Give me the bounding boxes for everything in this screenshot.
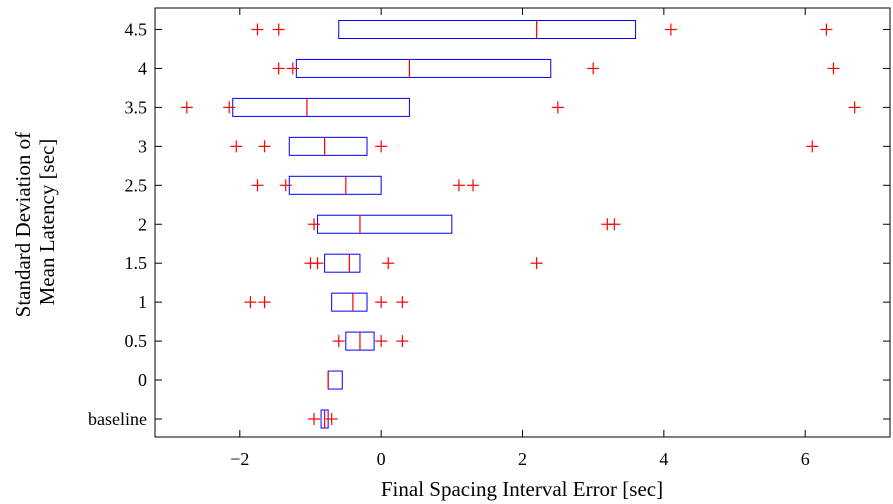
outlier-marker — [223, 101, 236, 114]
outlier-marker — [258, 140, 271, 153]
outlier-marker — [375, 335, 388, 348]
y-tick-label: 3.5 — [125, 97, 148, 117]
box-iqr — [324, 253, 361, 273]
outlier-marker — [806, 140, 819, 153]
y-tick-label: 4.5 — [125, 20, 148, 40]
outlier-marker — [382, 257, 395, 270]
y-tick-label: 2 — [138, 214, 147, 234]
outlier-marker — [279, 179, 292, 192]
outlier-marker — [827, 62, 840, 75]
x-tick-label: 2 — [518, 449, 527, 469]
box-2.5 — [251, 175, 480, 195]
outlier-marker — [230, 140, 243, 153]
box-3 — [230, 136, 819, 156]
y-tick-label: 0.5 — [125, 331, 148, 351]
box-1 — [244, 292, 409, 312]
y-tick-label: 0 — [138, 370, 147, 390]
box-iqr — [338, 20, 637, 39]
plot-frame — [154, 7, 891, 438]
x-axis: −2 0 2 4 6 — [230, 8, 810, 469]
box-iqr — [317, 214, 453, 234]
box-iqr — [327, 370, 343, 390]
outlier-marker — [396, 296, 409, 309]
outlier-marker — [325, 413, 338, 425]
box-baseline — [308, 409, 338, 429]
box-3.5 — [180, 97, 861, 117]
outlier-marker — [251, 179, 264, 192]
x-tick-label: 4 — [659, 449, 668, 469]
outlier-marker — [551, 101, 564, 114]
y-axis-label-line-1: Standard Deviation of — [11, 132, 35, 317]
box-iqr — [288, 175, 382, 195]
y-tick-label: 1.5 — [125, 253, 148, 273]
y-tick-label: 1 — [138, 292, 147, 312]
y-axis-label: Standard Deviation of Mean Latency [sec] — [11, 127, 59, 318]
x-tick-label: 6 — [801, 449, 810, 469]
outlier-marker — [332, 335, 345, 348]
outlier-marker — [180, 101, 193, 114]
outlier-marker — [452, 179, 465, 192]
box-2 — [308, 214, 621, 234]
box-1.5 — [304, 253, 543, 273]
outlier-marker — [308, 218, 321, 231]
outlier-marker — [608, 218, 621, 231]
outlier-marker — [530, 257, 543, 270]
outlier-marker — [258, 296, 271, 309]
y-tick-label: 4 — [138, 58, 147, 78]
outlier-marker — [272, 62, 285, 75]
x-tick-label: 0 — [377, 449, 386, 469]
outlier-marker — [375, 296, 388, 309]
x-axis-label: Final Spacing Interval Error [sec] — [381, 477, 663, 501]
box-series — [180, 20, 861, 429]
x-tick-label: −2 — [230, 449, 249, 469]
box-iqr — [331, 292, 368, 312]
outlier-marker — [308, 413, 321, 425]
outlier-marker — [251, 23, 264, 36]
y-axis-label-line-2: Mean Latency [sec] — [35, 139, 59, 306]
box-0.5 — [332, 331, 409, 351]
box-iqr — [232, 97, 410, 117]
box-4.5 — [251, 20, 833, 39]
outlier-marker — [272, 23, 285, 36]
y-tick-label: 2.5 — [125, 175, 148, 195]
box-iqr — [288, 136, 368, 156]
box-4 — [272, 58, 840, 78]
outlier-marker — [848, 101, 861, 114]
outlier-marker — [664, 23, 677, 36]
outlier-marker — [311, 257, 324, 270]
outlier-marker — [244, 296, 257, 309]
box-iqr — [295, 58, 552, 78]
outlier-marker — [467, 179, 480, 192]
outlier-marker — [820, 23, 833, 36]
outlier-marker — [587, 62, 600, 75]
box-0 — [327, 370, 343, 390]
outlier-marker — [396, 335, 409, 348]
y-tick-label: 3 — [138, 136, 147, 156]
outlier-marker — [375, 140, 388, 153]
outlier-marker — [286, 62, 299, 75]
y-tick-label: baseline — [88, 409, 147, 429]
y-axis: baseline 0 0.5 1 1.5 2 2.5 3 3.5 4 4.5 — [88, 20, 890, 429]
